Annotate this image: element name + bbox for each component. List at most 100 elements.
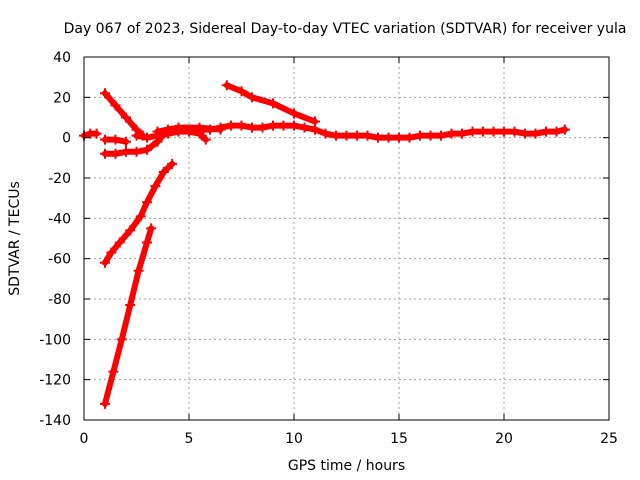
data-point [116,334,127,345]
data-point [247,122,257,133]
data-point [478,126,488,137]
data-point [278,120,289,131]
series-1 [79,128,102,141]
y-tick-label: -140 [39,413,71,429]
data-point [142,197,152,208]
data-point [106,247,117,258]
data-point [158,166,169,177]
y-tick-label: -40 [48,211,71,227]
data-point [509,126,520,137]
y-axis-label: SDTVAR / TECUs [7,181,23,296]
data-point [446,128,457,139]
data-point [200,134,211,145]
y-tick-label: -80 [48,292,71,308]
chart-title: Day 067 of 2023, Sidereal Day-to-day VTE… [64,21,627,37]
data-point [110,148,121,159]
series-3 [100,88,148,141]
data-point [108,366,119,377]
y-tick-label: -20 [48,171,71,187]
axis-ticks: 0 5 10 15 20 25 -140 -120 -100 -80 -60 -40 -20 0 20 40 [39,50,618,447]
x-tick-label: 5 [185,431,194,447]
y-tick-label: -60 [48,252,71,268]
x-tick-label: 10 [285,431,303,447]
data-point [121,136,131,147]
data-point [436,130,446,141]
data-point [114,237,125,248]
data-point [146,223,157,234]
data-point [310,116,320,127]
x-tick-label: 15 [390,431,408,447]
data-point [91,128,102,139]
data-point [100,88,110,99]
data-point [110,100,121,111]
y-tick-label: 0 [62,131,71,147]
data-point [362,130,373,141]
data-point [110,134,121,145]
y-tick-label: 20 [53,90,71,106]
series-8 [221,80,320,127]
data-point [100,398,110,409]
x-axis-label: GPS time / hours [288,458,405,474]
data-point [152,126,163,137]
data-point [215,124,226,135]
data-series [79,80,570,409]
data-point [331,130,341,141]
data-point [257,122,268,133]
data-point [551,126,562,137]
data-point [541,126,551,137]
data-point [100,257,110,268]
y-tick-label: -120 [39,373,71,389]
data-point [125,300,136,311]
series-6 [100,223,157,409]
data-point [121,112,131,123]
data-point [173,122,184,133]
data-point [394,132,404,143]
data-point [194,122,205,133]
data-point [289,120,299,131]
data-point [142,237,152,248]
data-point [268,98,278,109]
data-point [268,120,278,131]
data-point [150,181,161,192]
data-point [135,211,146,222]
data-point [167,158,178,169]
data-point [559,124,570,135]
data-point [131,130,142,141]
data-point [236,86,247,97]
data-point [373,132,383,143]
data-point [100,148,110,159]
x-tick-label: 0 [80,431,89,447]
data-point [121,146,131,157]
series-9 [152,122,226,137]
x-tick-label: 20 [495,431,513,447]
series-trace [154,124,224,135]
x-tick-label: 25 [600,431,618,447]
data-point [520,128,530,139]
data-point [236,120,247,131]
data-point [457,128,467,139]
grid-lines [84,57,609,420]
data-point [341,130,352,141]
data-point [415,130,425,141]
data-point [221,80,232,91]
plot-frame [83,56,610,421]
series-5 [100,158,178,268]
data-point [499,126,509,137]
series-4 [100,134,131,147]
data-point [125,225,136,236]
series-trace [223,82,318,125]
data-point [226,120,236,131]
data-point [131,146,142,157]
y-tick-label: 40 [53,50,71,66]
data-point [320,128,331,139]
data-point [425,130,436,141]
data-point [247,92,257,103]
data-point [530,128,541,139]
data-point [100,134,110,145]
data-point [133,265,144,276]
data-point [142,132,152,143]
series-trace [102,160,176,266]
y-tick-label: -100 [39,332,71,348]
data-point [142,144,152,155]
